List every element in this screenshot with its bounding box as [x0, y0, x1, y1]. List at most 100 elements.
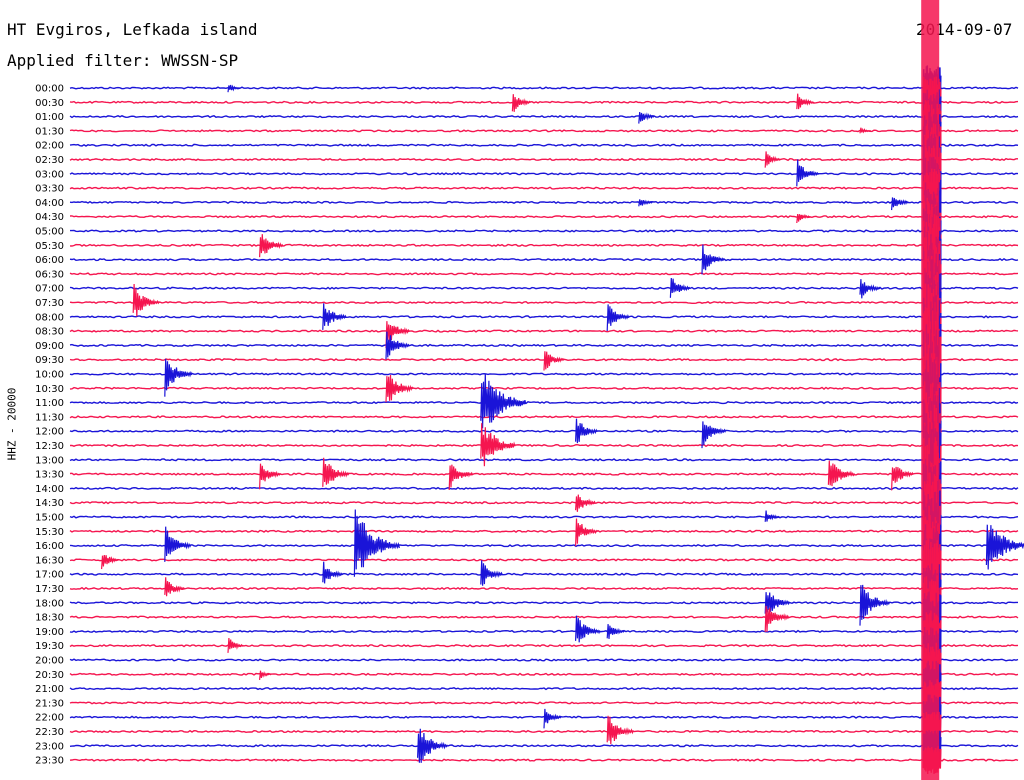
- trace-line-2300: [69, 744, 1019, 748]
- seismic-event: [638, 112, 655, 124]
- y-tick-label: 14:00: [35, 484, 64, 495]
- y-tick-label: 04:00: [35, 198, 64, 209]
- seismic-event: [322, 303, 347, 330]
- seismic-event: [259, 234, 284, 258]
- trace-line-0200: [69, 143, 1019, 147]
- y-tick-label: 13:00: [35, 455, 64, 466]
- seismic-event: [827, 460, 856, 487]
- trace-line-2130: [69, 701, 1019, 705]
- trace-line-1900: [69, 629, 1019, 634]
- seismic-event: [859, 279, 881, 299]
- y-tick-label: 19:30: [35, 641, 64, 652]
- trace-line-0030: [69, 100, 1019, 104]
- y-tick-label: 00:30: [35, 98, 64, 109]
- trace-line-1530: [69, 529, 1019, 533]
- trace-line-0230: [69, 157, 1018, 162]
- seismic-event: [891, 197, 910, 211]
- y-tick-label: 19:00: [35, 627, 64, 638]
- trace-line-2100: [69, 686, 1019, 691]
- y-tick-label: 04:30: [35, 212, 64, 223]
- seismic-event: [543, 708, 562, 729]
- trace-line-1730: [69, 586, 1019, 591]
- y-tick-label: 09:00: [35, 341, 64, 352]
- seismic-event: [322, 561, 344, 584]
- seismic-event: [322, 457, 350, 487]
- seismic-event: [417, 728, 448, 763]
- trace-line-0130: [69, 129, 1019, 133]
- seismic-event: [606, 624, 625, 639]
- trace-line-0530: [69, 243, 1019, 247]
- seismic-event: [543, 351, 565, 371]
- trace-line-1830: [69, 615, 1019, 619]
- seismic-event: [796, 159, 819, 187]
- y-tick-label: 20:30: [35, 670, 64, 681]
- trace-line-1200: [69, 429, 1019, 433]
- y-tick-label: 10:00: [35, 370, 64, 381]
- seismic-event: [480, 560, 503, 586]
- y-tick-label: 14:30: [35, 498, 64, 509]
- y-tick-label: 13:30: [35, 470, 64, 481]
- y-tick-label: 01:30: [35, 126, 64, 137]
- y-tick-label: 23:30: [35, 756, 64, 767]
- trace-line-1330: [69, 472, 1019, 476]
- y-tick-label: 08:00: [35, 312, 64, 323]
- major-event-band: [921, 0, 942, 780]
- y-tick-label: 17:00: [35, 570, 64, 581]
- y-tick-label: 03:30: [35, 184, 64, 195]
- y-tick-label: 02:30: [35, 155, 64, 166]
- trace-line-1600: [69, 543, 1019, 548]
- seismic-event: [764, 151, 781, 168]
- trace-line-2330: [69, 758, 1019, 762]
- trace-line-1400: [69, 486, 1019, 491]
- seismic-event: [859, 127, 872, 134]
- y-tick-label: 12:00: [35, 427, 64, 438]
- y-tick-label: 23:00: [35, 741, 64, 752]
- trace-line-1700: [69, 572, 1019, 576]
- trace-line-1430: [69, 501, 1018, 505]
- trace-line-0500: [70, 229, 1019, 233]
- seismic-event: [480, 423, 516, 467]
- trace-line-0600: [69, 257, 1019, 262]
- y-tick-label: 11:30: [35, 412, 64, 423]
- trace-line-0100: [69, 114, 1019, 119]
- seismic-event: [164, 526, 192, 562]
- seismic-event: [606, 304, 630, 332]
- seismic-event: [669, 277, 691, 298]
- y-tick-label: 15:00: [35, 513, 64, 524]
- trace-line-1230: [70, 443, 1019, 448]
- trace-line-1630: [69, 558, 1019, 562]
- trace-line-2030: [69, 672, 1019, 676]
- trace-line-0900: [69, 343, 1019, 348]
- trace-line-1300: [69, 458, 1018, 462]
- seismic-event: [575, 418, 598, 444]
- chart-title: HT Evgiros, Lefkada island: [7, 20, 258, 39]
- seismic-event: [164, 358, 193, 397]
- trace-line-0300: [69, 172, 1019, 176]
- y-tick-label: 11:00: [35, 398, 64, 409]
- trace-line-0330: [69, 186, 1019, 190]
- y-tick-label: 08:30: [35, 327, 64, 338]
- seismic-event: [259, 670, 272, 680]
- trace-line-0830: [69, 329, 1019, 333]
- seismic-event: [764, 592, 791, 614]
- seismic-event: [101, 554, 120, 570]
- y-tick-label: 09:30: [35, 355, 64, 366]
- trace-line-0730: [69, 300, 1019, 305]
- seismic-event: [259, 463, 281, 490]
- y-tick-label: 07:00: [35, 284, 64, 295]
- chart-date: 2014-09-07: [916, 20, 1013, 39]
- y-tick-label: 10:30: [35, 384, 64, 395]
- seismic-event: [448, 464, 474, 491]
- trace-line-0800: [69, 315, 1019, 319]
- y-tick-label: 07:30: [35, 298, 64, 309]
- y-tick-label: 01:00: [35, 112, 64, 123]
- y-tick-label: 17:30: [35, 584, 64, 595]
- seismic-event: [575, 518, 598, 547]
- seismic-event: [701, 421, 726, 449]
- seismic-event: [227, 84, 241, 93]
- seismic-event: [575, 615, 601, 643]
- y-tick-label: 03:00: [35, 169, 64, 180]
- y-tick-label: 22:30: [35, 727, 64, 738]
